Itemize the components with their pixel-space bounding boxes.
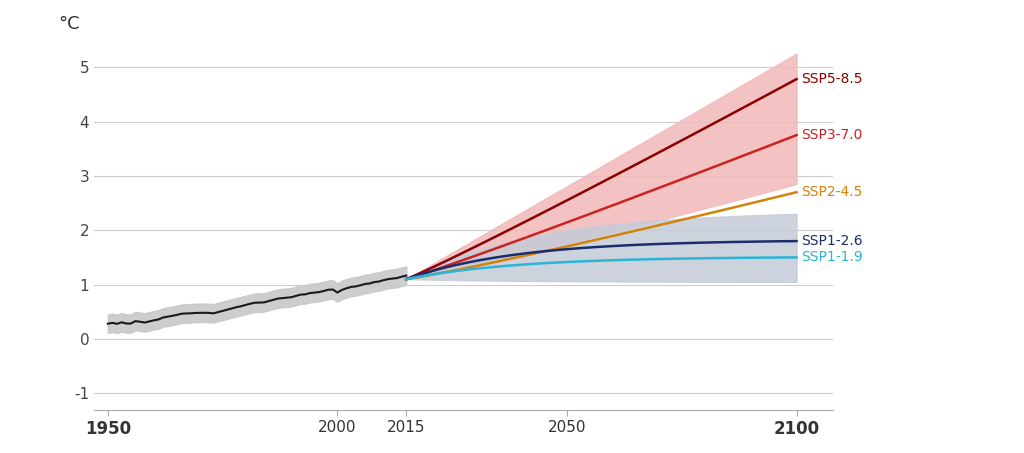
- Text: SSP5-8.5: SSP5-8.5: [801, 72, 862, 86]
- Text: SSP1-2.6: SSP1-2.6: [801, 234, 863, 248]
- Text: SSP1-1.9: SSP1-1.9: [801, 251, 863, 265]
- Text: SSP2-4.5: SSP2-4.5: [801, 185, 862, 199]
- Text: °C: °C: [58, 14, 80, 33]
- Text: SSP3-7.0: SSP3-7.0: [801, 128, 862, 142]
